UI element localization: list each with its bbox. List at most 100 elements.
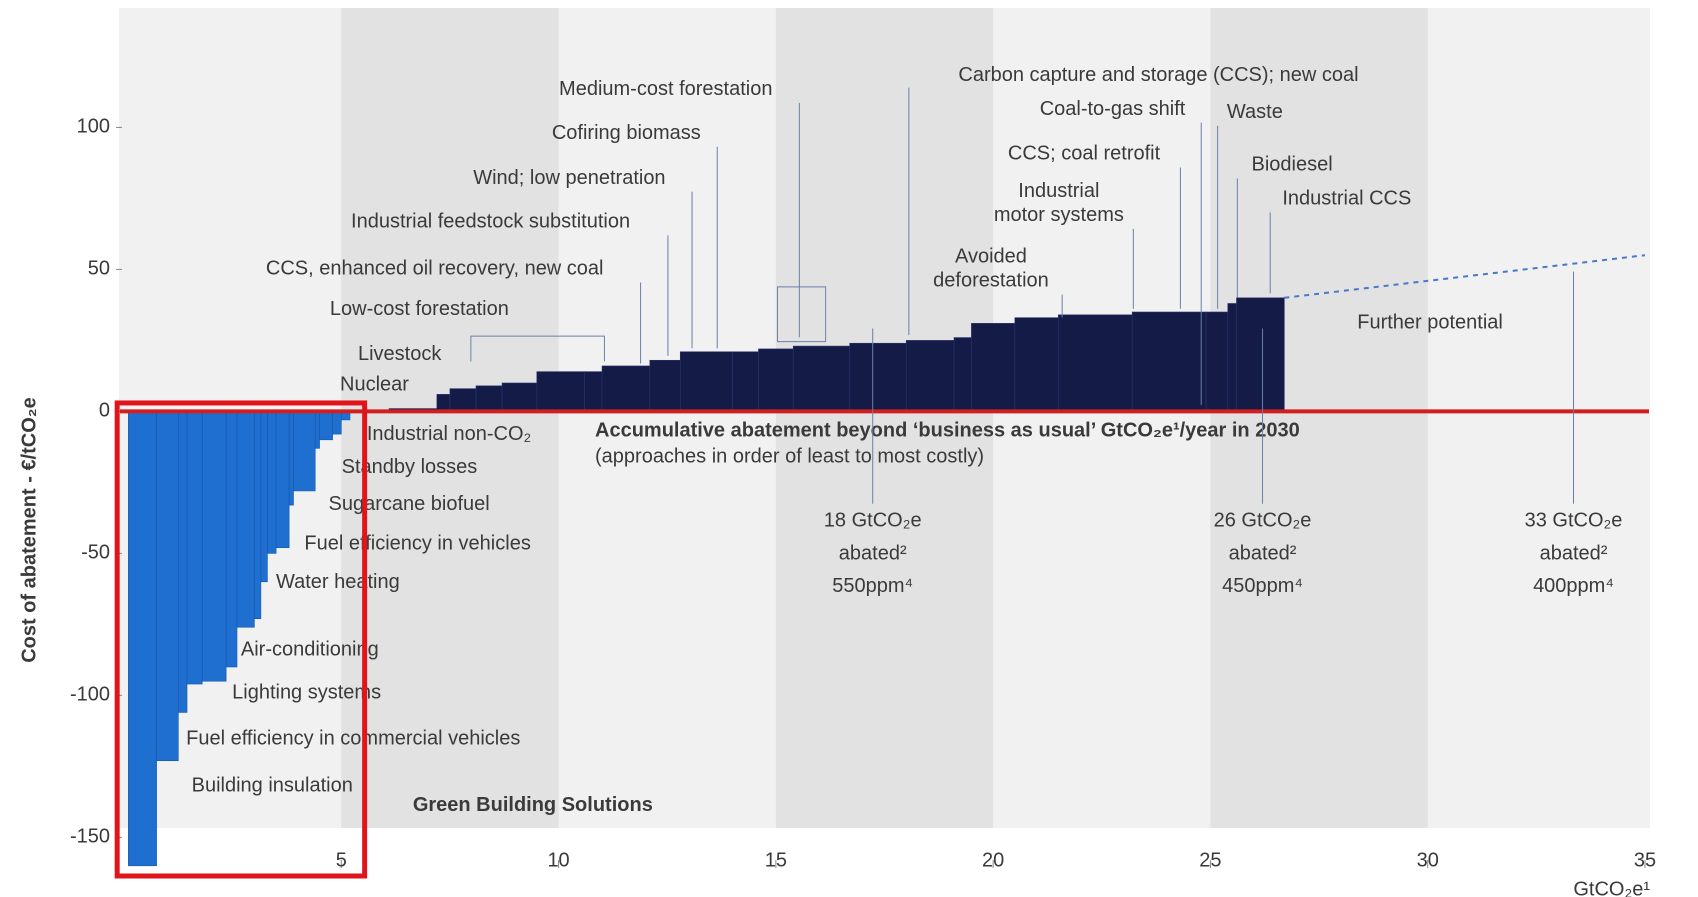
annotation: CCS, enhanced oil recovery, new coal	[266, 258, 604, 280]
bar	[601, 365, 651, 412]
bar	[905, 340, 955, 412]
milestone-label: abated²	[1540, 542, 1608, 564]
bar	[849, 342, 907, 412]
bar	[156, 411, 179, 762]
annotation: Nuclear	[340, 374, 409, 396]
baseline-caption: Accumulative abatement beyond ‘business …	[595, 419, 1300, 441]
bar	[332, 411, 342, 435]
bar	[449, 388, 477, 412]
milestone-label: 450ppm⁴	[1222, 575, 1303, 597]
y-tick-label: 100	[77, 116, 110, 138]
annotation: Standby losses	[342, 456, 478, 478]
annotation: Industrial CCS	[1282, 188, 1411, 210]
bar	[1205, 311, 1229, 412]
bar	[186, 411, 203, 685]
annotation: Wind; low penetration	[473, 167, 665, 189]
bar	[201, 411, 227, 682]
annotation: Water heating	[276, 571, 400, 593]
y-tick-label: -50	[81, 542, 110, 564]
bar	[732, 351, 759, 412]
bar	[314, 411, 320, 449]
bar	[1227, 303, 1237, 412]
bar	[275, 411, 290, 549]
annotation: Industrial	[1018, 180, 1099, 202]
bar	[584, 371, 603, 412]
annotation: Sugarcane biofuel	[329, 493, 490, 515]
bar	[536, 371, 585, 412]
bar	[501, 382, 538, 412]
y-tick-label: -150	[70, 826, 110, 848]
annotation: deforestation	[933, 270, 1049, 292]
annotation: Carbon capture and storage (CCS); new co…	[958, 64, 1358, 86]
annotation: Low-cost forestation	[330, 298, 509, 320]
x-tick-label: 35	[1634, 849, 1656, 871]
annotation: Fuel efficiency in vehicles	[304, 532, 530, 554]
annotation: Livestock	[358, 343, 442, 365]
bar	[128, 411, 157, 867]
annotation: Lighting systems	[232, 681, 381, 703]
milestone-label: 550ppm⁴	[832, 575, 913, 597]
x-tick-label: 15	[765, 849, 787, 871]
milestone-label: abated²	[839, 542, 907, 564]
annotation: motor systems	[994, 204, 1124, 226]
bar	[649, 359, 681, 412]
bar	[260, 411, 268, 583]
bracket-box	[776, 286, 827, 343]
bracket	[470, 335, 605, 362]
bar	[288, 411, 294, 506]
milestone-label: 400ppm⁴	[1533, 575, 1614, 597]
annotation: CCS; coal retrofit	[1008, 143, 1161, 165]
annotation: Air-conditioning	[241, 639, 379, 661]
x-tick-label: 25	[1199, 849, 1221, 871]
x-tick-label: 20	[982, 849, 1004, 871]
bar	[178, 411, 188, 713]
x-axis-label: GtCO₂e¹	[1573, 878, 1650, 897]
annotation: Industrial non-CO₂	[367, 423, 532, 445]
baseline-subcaption: (approaches in order of least to most co…	[595, 445, 984, 467]
annotation: Industrial feedstock substitution	[351, 211, 630, 233]
bar	[254, 411, 262, 620]
bar	[225, 411, 238, 668]
background	[119, 8, 1650, 828]
milestone-label: abated²	[1229, 542, 1297, 564]
annotation: Medium-cost forestation	[559, 78, 772, 100]
bar	[1058, 314, 1133, 412]
x-tick-label: 10	[547, 849, 569, 871]
bar	[319, 411, 333, 441]
annotation: Avoided	[955, 246, 1027, 268]
band	[775, 8, 994, 828]
annotation: Building insulation	[192, 774, 353, 796]
milestone-label: 26 GtCO₂e	[1214, 510, 1312, 532]
bar	[971, 323, 1016, 412]
milestone-label: 33 GtCO₂e	[1525, 510, 1623, 532]
band	[1210, 8, 1428, 828]
annotation: Coal-to-gas shift	[1040, 98, 1186, 120]
y-tick-label: 0	[99, 400, 110, 422]
bar	[267, 411, 277, 554]
milestone-label: 18 GtCO₂e	[824, 510, 922, 532]
annotation: Further potential	[1357, 311, 1503, 333]
annotation: Fuel efficiency in commercial vehicles	[186, 727, 520, 749]
bar	[236, 411, 255, 628]
further-potential-line	[1284, 254, 1646, 299]
bar	[293, 411, 316, 492]
bar	[1236, 297, 1285, 412]
bar	[475, 385, 503, 412]
highlight-box	[114, 400, 368, 879]
annotation: Biodiesel	[1252, 154, 1333, 176]
annotation: Waste	[1227, 101, 1283, 123]
y-tick-label: -100	[70, 684, 110, 706]
bar	[436, 394, 451, 412]
highlight-label: Green Building Solutions	[413, 794, 653, 816]
bar	[679, 351, 733, 412]
x-tick-label: 5	[336, 849, 347, 871]
bar	[1014, 317, 1059, 412]
bar	[758, 348, 794, 412]
y-tick-label: 50	[88, 258, 110, 280]
y-axis-label: Cost of abatement - €/tCO₂e	[18, 397, 40, 663]
bar	[953, 337, 972, 412]
band	[341, 8, 559, 828]
annotation: Cofiring biomass	[552, 122, 701, 144]
bar	[792, 345, 851, 412]
